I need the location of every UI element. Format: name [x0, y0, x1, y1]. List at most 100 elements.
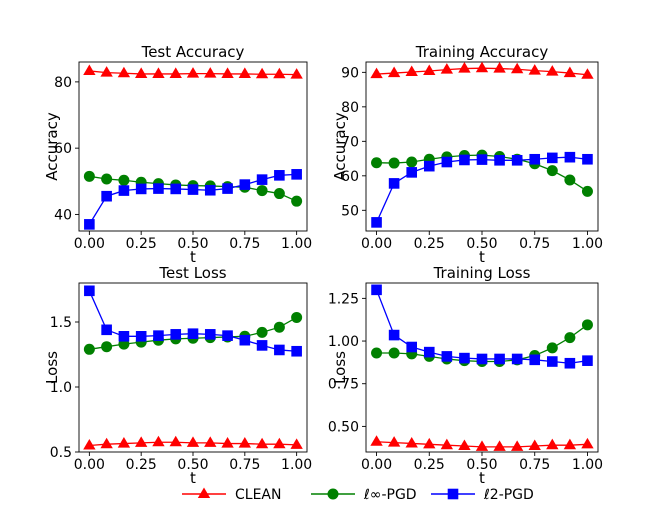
data-point — [494, 154, 505, 166]
data-point — [458, 439, 471, 451]
data-point — [441, 156, 453, 168]
data-point — [187, 328, 199, 339]
data-point — [256, 326, 268, 338]
data-point — [153, 183, 164, 194]
data-point — [222, 330, 233, 341]
chart-title: Test Loss — [158, 264, 226, 282]
data-point — [388, 347, 400, 359]
x-tick-label: 0.75 — [229, 457, 260, 473]
x-tick-label: 1.00 — [281, 457, 312, 473]
y-axis-label: Accuracy — [43, 112, 61, 181]
data-point — [371, 284, 382, 296]
data-point — [256, 340, 268, 351]
legend-label: ℓ∞-PGD — [363, 487, 417, 503]
data-point — [117, 437, 131, 448]
y-tick-label: 90 — [341, 65, 359, 81]
data-point — [458, 62, 471, 73]
legend: CLEAN ℓ∞-PGD ℓ2-PGD — [182, 487, 534, 503]
test-accuracy-panel: Test Accuracy 0.00 0.25 0.50 0.75 1.00 40 60 80 t… — [43, 43, 312, 266]
y-tick-label: 1.5 — [50, 315, 72, 331]
data-point — [582, 355, 593, 366]
chart-title: Training Loss — [433, 264, 531, 282]
legend-marker — [327, 488, 339, 500]
x-tick-label: 0.25 — [126, 236, 157, 252]
y-tick-label: 80 — [341, 100, 359, 116]
data-point — [221, 437, 234, 448]
data-point — [291, 311, 303, 323]
data-point — [204, 329, 216, 340]
x-tick-label: 1.00 — [572, 457, 603, 473]
data-point — [475, 440, 489, 451]
data-point — [406, 341, 418, 353]
chart-title: Training Accuracy — [415, 43, 549, 61]
data-point — [274, 344, 285, 356]
data-point — [581, 185, 593, 197]
data-point — [440, 438, 454, 450]
data-point — [423, 437, 436, 449]
data-point — [256, 185, 268, 197]
data-point — [546, 152, 558, 164]
data-point — [387, 66, 401, 78]
data-point — [387, 436, 401, 447]
x-tick-label: 1.00 — [572, 236, 603, 252]
data-point — [564, 357, 576, 369]
data-point — [101, 190, 112, 202]
data-point — [581, 437, 594, 449]
data-point — [273, 67, 286, 79]
data-point — [370, 435, 383, 446]
data-point — [405, 436, 418, 448]
data-point — [204, 67, 217, 78]
data-point — [459, 154, 470, 166]
data-point — [581, 319, 593, 331]
data-point — [510, 440, 524, 451]
data-point — [169, 67, 182, 78]
data-point — [118, 331, 130, 342]
y-tick-label: 0.50 — [328, 419, 359, 435]
data-point — [564, 151, 576, 163]
data-point — [153, 330, 164, 341]
data-point — [406, 167, 418, 178]
data-point — [581, 68, 594, 79]
data-point — [528, 64, 541, 75]
legend-label: ℓ2-PGD — [483, 487, 534, 503]
y-tick-label: 40 — [54, 207, 72, 223]
data-point — [255, 67, 269, 79]
x-axis-label: t — [479, 469, 485, 487]
data-point — [170, 183, 182, 195]
data-point — [101, 324, 112, 336]
y-tick-label: 1.00 — [328, 334, 359, 350]
x-axis-label: t — [479, 248, 485, 266]
data-point — [170, 329, 182, 340]
data-point — [423, 346, 435, 358]
data-point — [83, 170, 95, 182]
x-tick-label: 1.00 — [281, 236, 312, 252]
data-point — [546, 342, 558, 354]
data-point — [83, 64, 96, 75]
data-point — [511, 353, 523, 365]
x-axis-label: t — [190, 469, 196, 487]
data-point — [582, 153, 593, 165]
data-point — [238, 67, 251, 78]
data-point — [546, 165, 558, 177]
legend-marker — [447, 488, 459, 500]
data-point — [101, 341, 113, 353]
x-tick-label: 0.25 — [414, 236, 445, 252]
data-point — [135, 436, 148, 447]
chart-title: Test Accuracy — [141, 43, 245, 61]
legend-marker — [197, 487, 211, 499]
y-axis-label: Accuracy — [331, 112, 349, 181]
data-point — [476, 154, 488, 165]
y-tick-label: 60 — [54, 141, 72, 157]
data-point — [100, 437, 113, 449]
data-point — [100, 66, 113, 77]
data-point — [273, 437, 286, 449]
data-point — [273, 321, 285, 333]
y-tick-label: 60 — [341, 169, 359, 185]
training-accuracy-panel: Training Accuracy 0.00 0.25 0.50 0.75 1.00 50 6… — [331, 43, 603, 266]
y-axis-label: Loss — [331, 351, 349, 384]
data-point — [564, 332, 576, 344]
axes-frame — [78, 282, 308, 453]
y-tick-label: 1.25 — [328, 291, 359, 307]
data-point — [405, 65, 418, 77]
